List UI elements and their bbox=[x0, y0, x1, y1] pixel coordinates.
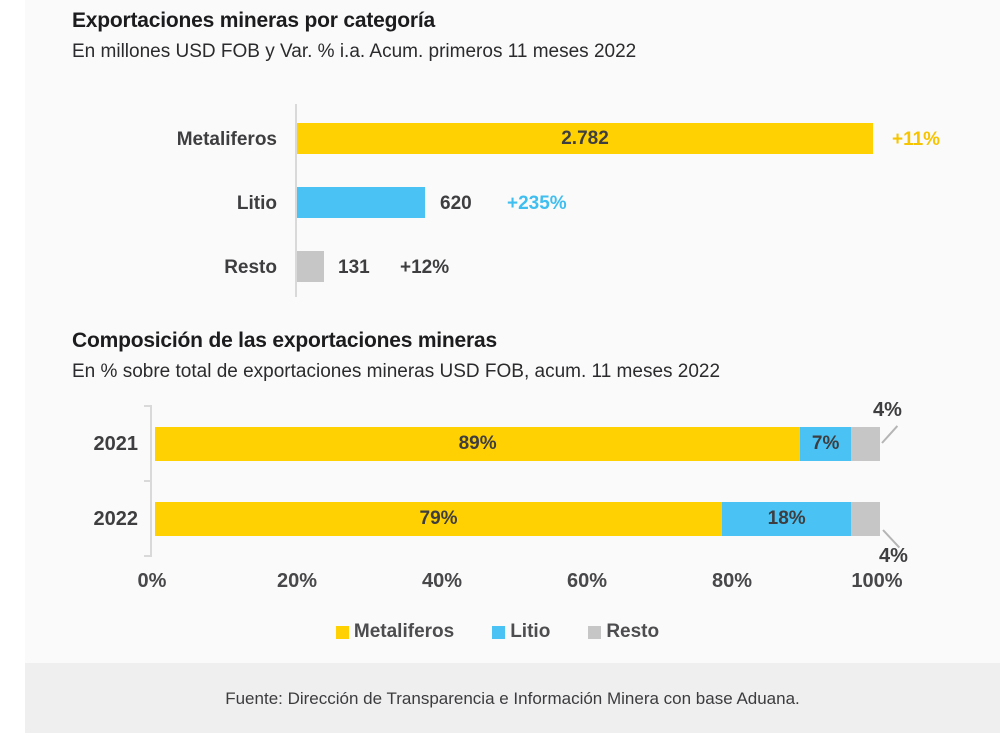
chart2-xtick-40: 40% bbox=[421, 570, 463, 592]
resto-swatch-icon bbox=[588, 625, 602, 639]
footer-band bbox=[25, 663, 1000, 733]
chart2-row-label-2022: 2022 bbox=[93, 508, 139, 530]
chart1-title: Exportaciones mineras por categoría bbox=[72, 9, 435, 32]
content-background bbox=[25, 0, 1000, 663]
chart2-stacked-bar-2022: 79% 18% bbox=[155, 502, 880, 536]
chart1-bar-resto bbox=[297, 251, 324, 282]
chart2-xtick-0: 0% bbox=[137, 570, 167, 592]
legend-item-resto: Resto bbox=[588, 621, 659, 643]
chart2-2021-resto-callout-label: 4% bbox=[873, 399, 902, 421]
chart1-bar-metaliferos: 2.782 bbox=[297, 123, 873, 154]
chart2-axis-tick-middle bbox=[144, 480, 152, 482]
chart1-row-label-metaliferos: Metaliferos bbox=[176, 129, 277, 150]
chart2-2022-segment-resto bbox=[851, 502, 880, 536]
chart2-xtick-60: 60% bbox=[566, 570, 608, 592]
legend-label-metaliferos: Metaliferos bbox=[353, 621, 455, 642]
chart1-value-metaliferos: 2.782 bbox=[561, 127, 609, 149]
chart2-stacked-bar-2021: 89% 7% bbox=[155, 427, 880, 461]
legend-item-metaliferos: Metaliferos bbox=[335, 621, 455, 643]
chart1-variation-resto: +12% bbox=[400, 257, 450, 278]
legend: Metaliferos Litio Resto bbox=[25, 621, 970, 643]
source-attribution: Fuente: Dirección de Transparencia e Inf… bbox=[225, 689, 800, 708]
chart1-row-label-resto: Resto bbox=[224, 257, 277, 278]
chart1-variation-litio: +235% bbox=[507, 193, 567, 214]
chart1-value-resto: 131 bbox=[338, 257, 370, 278]
chart2-axis-tick-bottom bbox=[144, 555, 152, 557]
chart2-xtick-100: 100% bbox=[851, 570, 903, 592]
chart2-xtick-80: 80% bbox=[711, 570, 753, 592]
chart2-2022-resto-callout-label: 4% bbox=[879, 545, 908, 567]
chart1-variation-metaliferos: +11% bbox=[892, 129, 941, 150]
chart2-2021-segment-resto bbox=[851, 427, 880, 461]
metaliferos-swatch-icon bbox=[335, 625, 349, 639]
chart2-2022-segment-litio: 18% bbox=[722, 502, 852, 536]
chart1-bar-litio bbox=[297, 187, 425, 218]
chart2-2022-segment-metaliferos: 79% bbox=[155, 502, 723, 536]
chart2-2021-segment-metaliferos: 89% bbox=[155, 427, 801, 461]
chart2-2021-segment-litio: 7% bbox=[800, 427, 851, 461]
chart2-axis-tick-top bbox=[144, 405, 152, 407]
chart2-subtitle: En % sobre total de exportaciones minera… bbox=[72, 361, 721, 382]
chart1-axis-line bbox=[295, 104, 297, 297]
chart2-title: Composición de las exportaciones mineras bbox=[72, 329, 497, 352]
legend-label-resto: Resto bbox=[606, 621, 660, 642]
legend-label-litio: Litio bbox=[510, 621, 551, 642]
legend-item-litio: Litio bbox=[492, 621, 550, 643]
chart1-value-litio: 620 bbox=[440, 193, 472, 214]
litio-swatch-icon bbox=[492, 625, 506, 639]
chart2-row-label-2021: 2021 bbox=[93, 433, 139, 455]
chart2-xtick-20: 20% bbox=[276, 570, 318, 592]
chart1-subtitle: En millones USD FOB y Var. % i.a. Acum. … bbox=[72, 41, 637, 62]
chart1-row-label-litio: Litio bbox=[236, 193, 277, 214]
